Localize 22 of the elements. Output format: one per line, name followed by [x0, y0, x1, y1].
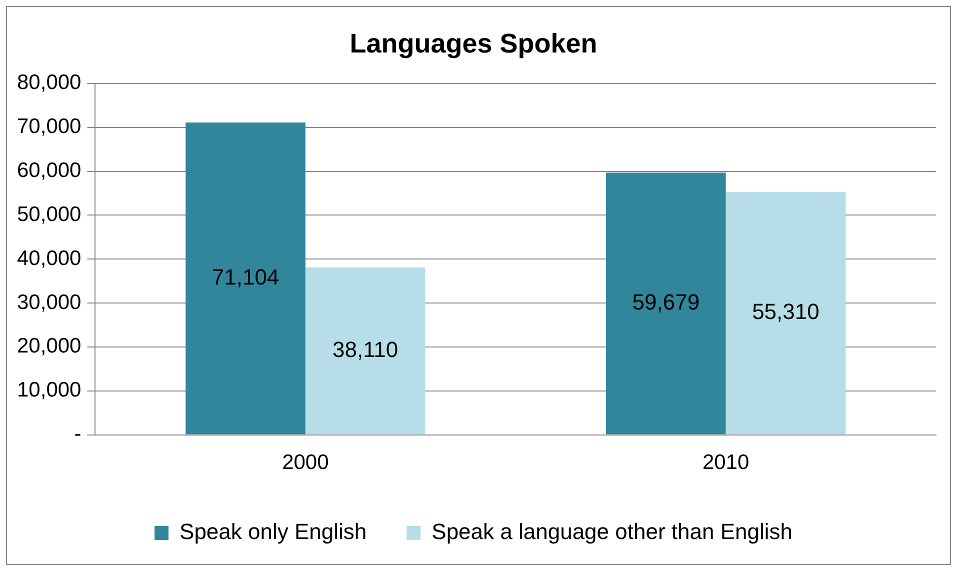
data-label: 38,110: [332, 336, 398, 362]
bar: [606, 172, 726, 434]
legend-label: Speak only English: [180, 519, 367, 544]
data-label: 71,104: [212, 264, 280, 290]
bar: [186, 122, 306, 434]
y-tick-label: 70,000: [16, 115, 82, 138]
data-label: 59,679: [632, 290, 700, 315]
chart-title: Languages Spoken: [350, 28, 598, 59]
y-tick-label: 50,000: [16, 202, 82, 226]
legend-label: Speak a language other than English: [432, 519, 792, 544]
y-tick-label: 30,000: [16, 290, 82, 314]
y-tick-label: 10,000: [16, 378, 82, 402]
bar: [726, 192, 846, 434]
y-tick-label: -: [74, 422, 82, 446]
x-tick-label: 2010: [702, 451, 750, 474]
bar: [305, 267, 426, 434]
y-tick-label: 80,000: [16, 71, 82, 94]
y-tick-label: 40,000: [16, 246, 82, 270]
y-tick-label: 20,000: [16, 334, 82, 358]
x-tick-label: 2000: [282, 451, 329, 474]
data-label: 55,310: [752, 299, 820, 324]
y-tick-label: 60,000: [16, 159, 82, 182]
